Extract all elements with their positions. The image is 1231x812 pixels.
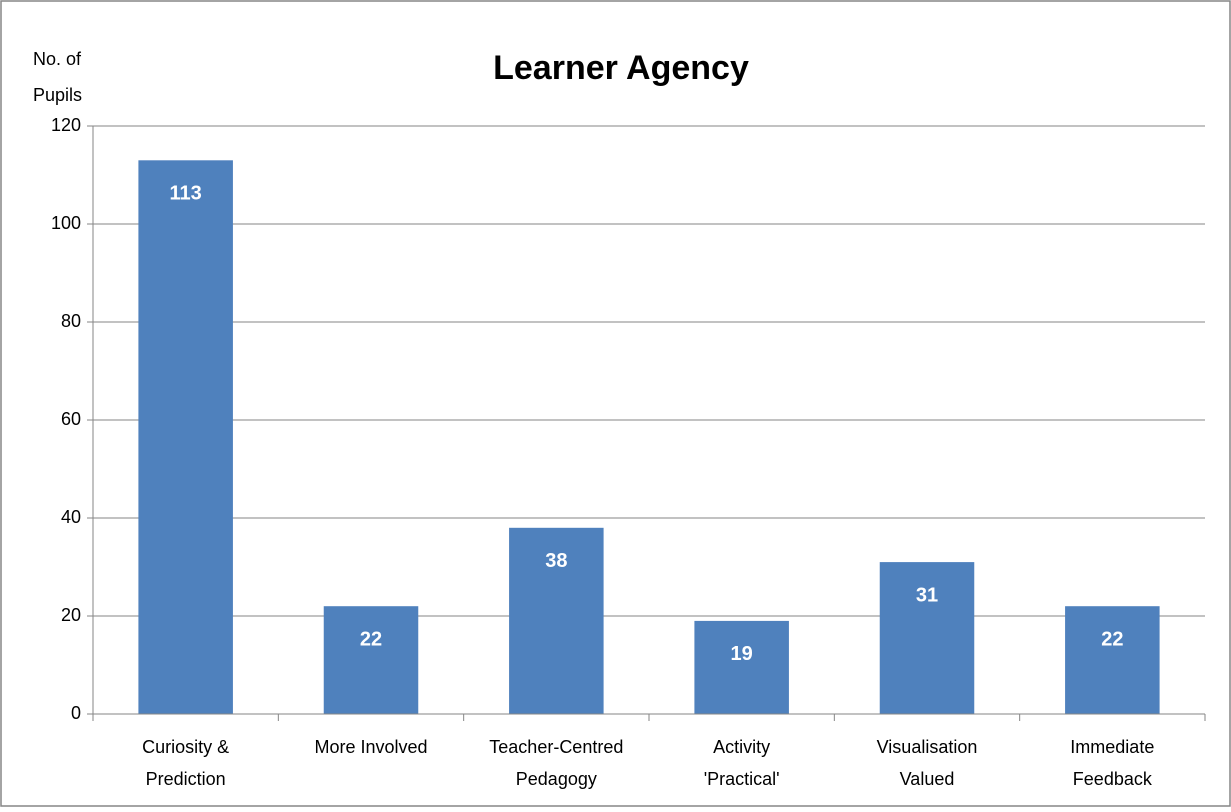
x-tick-label: Immediate xyxy=(1070,737,1154,757)
y-tick-label: 80 xyxy=(61,311,81,331)
bar xyxy=(323,606,419,714)
bar xyxy=(1065,606,1160,714)
x-tick-label: Curiosity & xyxy=(142,737,229,757)
y-tick-label: 20 xyxy=(61,605,81,625)
data-label: 19 xyxy=(731,643,753,665)
x-tick-label: Pedagogy xyxy=(516,769,597,789)
x-tick-label: Prediction xyxy=(146,769,226,789)
x-tick-label: 'Practical' xyxy=(704,769,780,789)
x-tick-label: Teacher-Centred xyxy=(489,737,623,757)
data-label: 22 xyxy=(1101,628,1123,650)
y-tick-label: 60 xyxy=(61,409,81,429)
x-tick-label: More Involved xyxy=(314,737,427,757)
y-tick-label: 120 xyxy=(51,115,81,135)
y-tick-label: 100 xyxy=(51,213,81,233)
x-tick-label: Activity xyxy=(713,737,770,757)
y-tick-label: 40 xyxy=(61,507,81,527)
data-label: 22 xyxy=(360,628,382,650)
x-tick-label: Feedback xyxy=(1073,769,1153,789)
data-label: 31 xyxy=(916,584,938,606)
data-label: 113 xyxy=(170,183,202,205)
bar xyxy=(879,562,975,714)
y-tick-label: 0 xyxy=(71,703,81,723)
data-label: 38 xyxy=(545,550,567,572)
y-axis-label: Pupils xyxy=(33,85,82,105)
x-tick-label: Visualisation xyxy=(877,737,978,757)
x-tick-label: Valued xyxy=(900,769,955,789)
bar xyxy=(138,160,233,715)
chart-title: Learner Agency xyxy=(493,49,749,87)
bar xyxy=(509,527,604,714)
y-axis-label: No. of xyxy=(33,49,82,69)
bar xyxy=(694,620,789,714)
